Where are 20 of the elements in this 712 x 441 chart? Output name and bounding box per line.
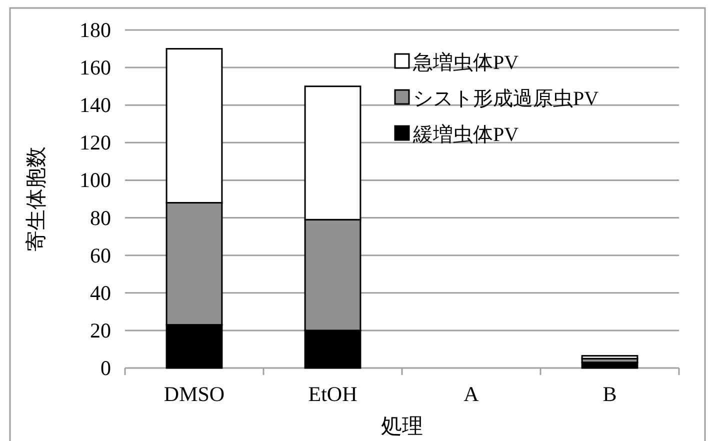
y-tick-label: 20 — [90, 318, 111, 342]
y-tick-label: 120 — [80, 130, 111, 155]
x-tick-label: EtOH — [308, 382, 358, 406]
y-tick-label: 140 — [80, 93, 111, 118]
y-axis-title: 寄生体胞数 — [24, 146, 48, 252]
y-tick-label: 100 — [80, 168, 111, 192]
bar — [581, 355, 638, 360]
y-tick-label: 80 — [90, 206, 111, 230]
legend-label: 緩増虫体PV — [412, 123, 520, 146]
legend-label: 急増虫体PV — [412, 51, 520, 74]
x-tick-label: B — [602, 382, 617, 406]
x-axis-title: 処理 — [381, 414, 423, 438]
y-tick-label: 180 — [80, 18, 111, 42]
y-tick-label: 60 — [90, 243, 111, 268]
x-tick-label: DMSO — [164, 382, 225, 406]
y-tick-label: 0 — [100, 356, 111, 380]
y-tick-label: 40 — [90, 280, 111, 305]
legend-label: シスト形成過原虫PV — [413, 88, 600, 110]
x-tick-label: A — [464, 382, 480, 406]
y-tick-label: 160 — [80, 56, 111, 80]
